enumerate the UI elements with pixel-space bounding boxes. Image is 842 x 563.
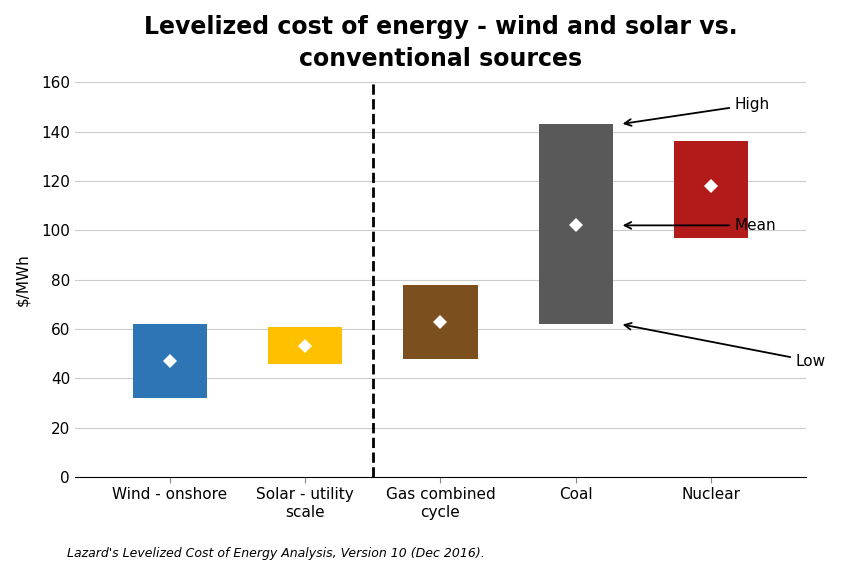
Bar [132,324,207,398]
Y-axis label: $/MWh: $/MWh [15,253,30,306]
Bar [674,141,749,238]
Text: High: High [625,97,770,126]
Title: Levelized cost of energy - wind and solar vs.
conventional sources: Levelized cost of energy - wind and sola… [144,15,738,70]
Text: Mean: Mean [625,218,776,233]
Text: Low: Low [625,323,826,369]
Bar [403,284,477,359]
Text: Lazard's Levelized Cost of Energy Analysis, Version 10 (Dec 2016).: Lazard's Levelized Cost of Energy Analys… [67,547,485,560]
Bar [268,327,343,364]
Bar [539,124,613,324]
